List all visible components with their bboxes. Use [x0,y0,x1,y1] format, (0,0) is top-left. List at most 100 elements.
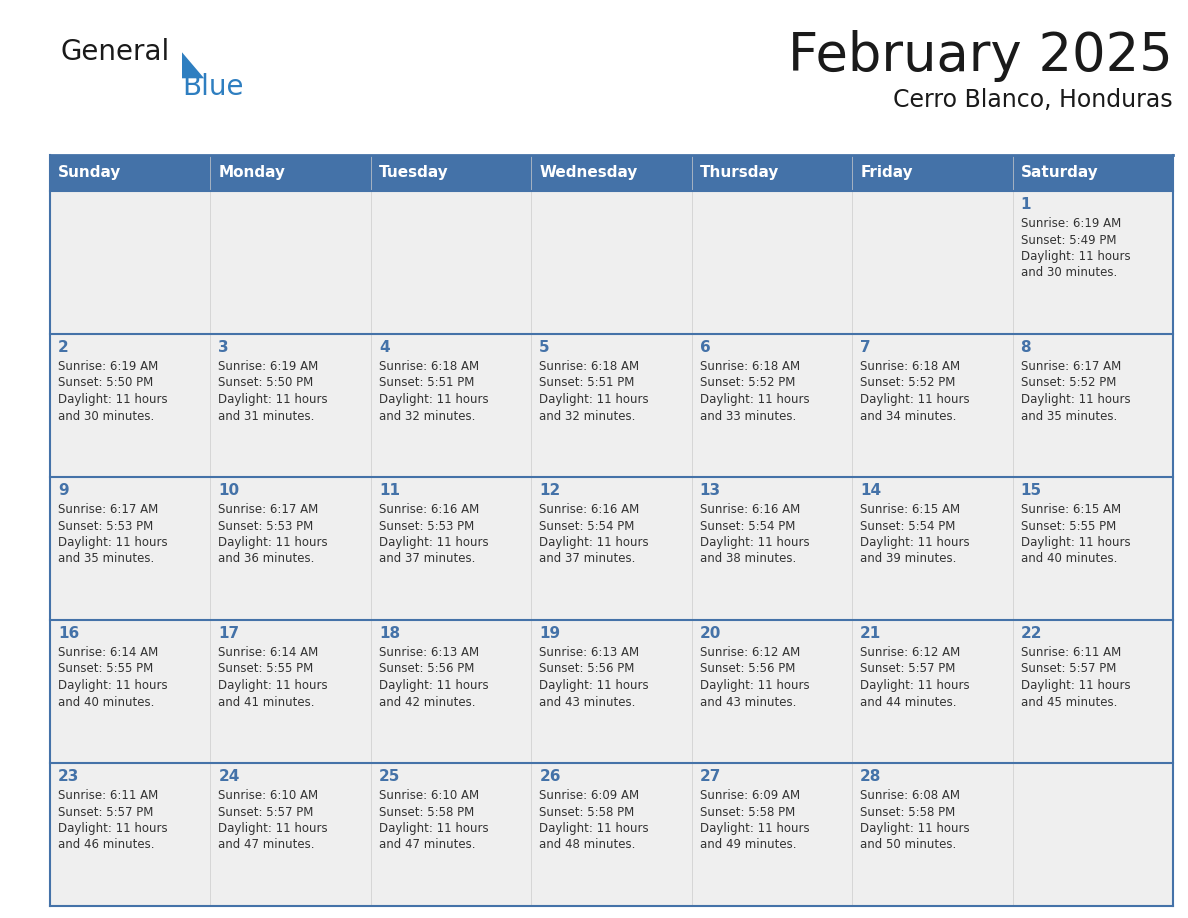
Text: 16: 16 [58,626,80,641]
Text: 2: 2 [58,340,69,355]
Text: Sunset: 5:58 PM: Sunset: 5:58 PM [700,805,795,819]
Text: and 35 minutes.: and 35 minutes. [58,553,154,565]
Text: and 47 minutes.: and 47 minutes. [379,838,475,852]
Text: and 37 minutes.: and 37 minutes. [379,553,475,565]
Bar [1012,334,1173,477]
Text: and 46 minutes.: and 46 minutes. [58,838,154,852]
Text: Sunrise: 6:16 AM: Sunrise: 6:16 AM [539,503,639,516]
Text: Sunrise: 6:11 AM: Sunrise: 6:11 AM [1020,646,1120,659]
Bar [1012,477,1173,620]
Text: and 32 minutes.: and 32 minutes. [539,409,636,422]
Text: and 42 minutes.: and 42 minutes. [379,696,475,709]
Text: Daylight: 11 hours: Daylight: 11 hours [58,393,168,406]
Text: and 44 minutes.: and 44 minutes. [860,696,956,709]
Text: Sunset: 5:53 PM: Sunset: 5:53 PM [58,520,153,532]
Text: 11: 11 [379,483,400,498]
Text: Sunset: 5:56 PM: Sunset: 5:56 PM [379,663,474,676]
Text: and 39 minutes.: and 39 minutes. [860,553,956,565]
Text: Sunset: 5:57 PM: Sunset: 5:57 PM [219,805,314,819]
Text: Daylight: 11 hours: Daylight: 11 hours [539,536,649,549]
Bar [371,620,531,763]
Text: 4: 4 [379,340,390,355]
Text: Daylight: 11 hours: Daylight: 11 hours [219,679,328,692]
Text: Daylight: 11 hours: Daylight: 11 hours [700,822,809,835]
Text: Daylight: 11 hours: Daylight: 11 hours [539,679,649,692]
Text: February 2025: February 2025 [789,30,1173,82]
Bar [210,763,371,906]
Text: 17: 17 [219,626,240,641]
Bar [371,191,531,334]
Text: and 41 minutes.: and 41 minutes. [219,696,315,709]
Bar [852,334,1012,477]
Text: Sunset: 5:51 PM: Sunset: 5:51 PM [379,376,474,389]
Text: Daylight: 11 hours: Daylight: 11 hours [219,536,328,549]
Text: 24: 24 [219,769,240,784]
Text: Sunrise: 6:10 AM: Sunrise: 6:10 AM [219,789,318,802]
Text: and 40 minutes.: and 40 minutes. [1020,553,1117,565]
Text: 12: 12 [539,483,561,498]
Text: Sunset: 5:53 PM: Sunset: 5:53 PM [379,520,474,532]
Bar [531,155,691,191]
Text: Sunrise: 6:15 AM: Sunrise: 6:15 AM [860,503,960,516]
Text: Daylight: 11 hours: Daylight: 11 hours [860,822,969,835]
Text: Sunset: 5:58 PM: Sunset: 5:58 PM [860,805,955,819]
Text: Daylight: 11 hours: Daylight: 11 hours [58,536,168,549]
Text: and 45 minutes.: and 45 minutes. [1020,696,1117,709]
Text: 10: 10 [219,483,240,498]
Text: and 38 minutes.: and 38 minutes. [700,553,796,565]
Text: Daylight: 11 hours: Daylight: 11 hours [700,393,809,406]
Text: 14: 14 [860,483,881,498]
Text: Sunrise: 6:17 AM: Sunrise: 6:17 AM [1020,360,1120,373]
Bar [371,155,531,191]
Text: Sunset: 5:54 PM: Sunset: 5:54 PM [860,520,955,532]
Text: Sunset: 5:57 PM: Sunset: 5:57 PM [860,663,955,676]
Text: Sunrise: 6:18 AM: Sunrise: 6:18 AM [700,360,800,373]
Text: Daylight: 11 hours: Daylight: 11 hours [1020,250,1130,263]
Text: Sunrise: 6:19 AM: Sunrise: 6:19 AM [58,360,158,373]
Bar [531,477,691,620]
Text: 9: 9 [58,483,69,498]
Text: Daylight: 11 hours: Daylight: 11 hours [860,393,969,406]
Bar [371,334,531,477]
Text: Daylight: 11 hours: Daylight: 11 hours [700,679,809,692]
Bar [210,334,371,477]
Bar [210,477,371,620]
Bar [371,477,531,620]
Text: Daylight: 11 hours: Daylight: 11 hours [539,393,649,406]
Text: and 35 minutes.: and 35 minutes. [1020,409,1117,422]
Bar [531,763,691,906]
Text: and 36 minutes.: and 36 minutes. [219,553,315,565]
Text: Daylight: 11 hours: Daylight: 11 hours [379,679,488,692]
Text: Saturday: Saturday [1020,165,1099,181]
Text: Sunrise: 6:19 AM: Sunrise: 6:19 AM [1020,217,1120,230]
Text: Sunset: 5:58 PM: Sunset: 5:58 PM [379,805,474,819]
Bar [371,763,531,906]
Text: and 33 minutes.: and 33 minutes. [700,409,796,422]
Text: Sunrise: 6:18 AM: Sunrise: 6:18 AM [539,360,639,373]
Text: Sunrise: 6:08 AM: Sunrise: 6:08 AM [860,789,960,802]
Text: Sunset: 5:55 PM: Sunset: 5:55 PM [58,663,153,676]
Text: Sunset: 5:54 PM: Sunset: 5:54 PM [539,520,634,532]
Text: Sunrise: 6:12 AM: Sunrise: 6:12 AM [860,646,960,659]
Text: Sunset: 5:58 PM: Sunset: 5:58 PM [539,805,634,819]
Text: Sunrise: 6:17 AM: Sunrise: 6:17 AM [219,503,318,516]
Text: Sunrise: 6:09 AM: Sunrise: 6:09 AM [700,789,800,802]
Text: 27: 27 [700,769,721,784]
Text: General: General [61,38,169,66]
Text: Daylight: 11 hours: Daylight: 11 hours [1020,393,1130,406]
Text: Sunset: 5:50 PM: Sunset: 5:50 PM [219,376,314,389]
Text: Sunrise: 6:16 AM: Sunrise: 6:16 AM [700,503,800,516]
Text: Sunset: 5:51 PM: Sunset: 5:51 PM [539,376,634,389]
Text: Sunrise: 6:10 AM: Sunrise: 6:10 AM [379,789,479,802]
Text: Sunset: 5:55 PM: Sunset: 5:55 PM [219,663,314,676]
Text: 7: 7 [860,340,871,355]
Text: and 47 minutes.: and 47 minutes. [219,838,315,852]
Text: and 48 minutes.: and 48 minutes. [539,838,636,852]
Text: 13: 13 [700,483,721,498]
Bar [852,763,1012,906]
Bar [210,155,371,191]
Bar [691,620,852,763]
Text: 22: 22 [1020,626,1042,641]
Text: and 37 minutes.: and 37 minutes. [539,553,636,565]
Bar [50,477,210,620]
